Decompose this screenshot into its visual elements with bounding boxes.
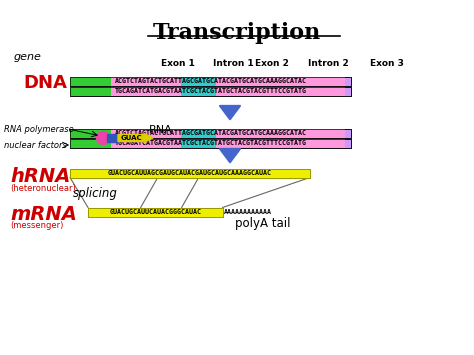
Text: RNA polymerase: RNA polymerase [4, 126, 74, 135]
Text: Exon 3: Exon 3 [370, 60, 404, 69]
Text: AAAAAAAAAAAA: AAAAAAAAAAAA [224, 209, 272, 215]
Bar [216, 138, 286, 147]
Bar [88, 208, 223, 217]
Text: (heteronuclear): (heteronuclear) [10, 184, 76, 192]
Bar [286, 138, 345, 147]
Bar [216, 87, 286, 95]
Text: ACGTCTAGTACTGCATTAGCGATGCATACGATGCATGCAAAGGCATAC: ACGTCTAGTACTGCATTAGCGATGCATACGATGCATGCAA… [114, 78, 306, 84]
Bar [111, 87, 181, 95]
Bar [111, 138, 181, 147]
Text: Exon 2: Exon 2 [255, 60, 289, 69]
Text: GUACUGCAUUCAUACGGGCAUAC: GUACUGCAUUCAUACGGGCAUAC [109, 209, 201, 215]
Text: TGCAGATCATGACGTAATCGCTACGTATGCTACGTACGTTTCCGTATG: TGCAGATCATGACGTAATCGCTACGTATGCTACGTACGTT… [114, 140, 306, 146]
Bar [111, 129, 181, 137]
Bar [111, 76, 181, 86]
Text: RNA: RNA [149, 125, 173, 135]
Bar [70, 87, 111, 95]
Bar [216, 76, 286, 86]
Text: ACGTCTAGTACTGCATTAGCGATGCATACGATGCATGCAAAGGCATAC: ACGTCTAGTACTGCATTAGCGATGCATACGATGCATGCAA… [114, 130, 306, 136]
Text: mRNA: mRNA [10, 206, 77, 224]
Bar [70, 169, 310, 178]
Bar [286, 76, 345, 86]
FancyArrow shape [118, 133, 153, 142]
Bar [70, 138, 111, 147]
Text: TGCAGATCATGACGTAATCGCTACGTATGCTACGTACGTTTCCGTATG: TGCAGATCATGACGTAATCGCTACGTATGCTACGTACGTT… [114, 88, 306, 94]
Bar [181, 87, 216, 95]
Bar [70, 129, 351, 137]
Bar [70, 129, 111, 137]
Bar [181, 129, 216, 137]
Text: Exon 1: Exon 1 [161, 60, 195, 69]
Bar [70, 87, 351, 95]
Text: Intron 1: Intron 1 [213, 60, 254, 69]
Bar [216, 129, 286, 137]
Text: Transcription: Transcription [153, 22, 321, 44]
Bar [107, 134, 118, 142]
Bar [70, 76, 351, 86]
Bar [286, 129, 345, 137]
Bar [181, 138, 216, 147]
Bar [70, 138, 351, 147]
Text: (messenger): (messenger) [10, 222, 64, 230]
Text: DNA: DNA [23, 74, 67, 92]
Bar [70, 138, 351, 147]
Bar [70, 87, 351, 95]
Text: GUAC: GUAC [121, 135, 143, 141]
Bar [70, 169, 310, 178]
Bar [70, 76, 351, 86]
Bar [70, 129, 351, 137]
Bar [286, 87, 345, 95]
Text: nuclear factors: nuclear factors [4, 142, 67, 151]
Bar [70, 76, 111, 86]
Text: polyA tail: polyA tail [235, 217, 291, 229]
Bar [88, 208, 223, 217]
Bar [181, 76, 216, 86]
Text: hRNA: hRNA [10, 168, 70, 186]
Text: gene: gene [14, 52, 42, 62]
Text: GUACUGCAUUAGCGAUGCAUACGAUGCAUGCAAAGGCAUAC: GUACUGCAUUAGCGAUGCAUACGAUGCAUGCAAAGGCAUA… [108, 170, 272, 176]
Circle shape [97, 131, 109, 144]
Text: splicing: splicing [73, 186, 118, 200]
Text: Intron 2: Intron 2 [308, 60, 348, 69]
